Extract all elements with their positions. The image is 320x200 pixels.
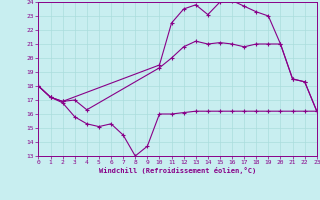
X-axis label: Windchill (Refroidissement éolien,°C): Windchill (Refroidissement éolien,°C) [99,167,256,174]
